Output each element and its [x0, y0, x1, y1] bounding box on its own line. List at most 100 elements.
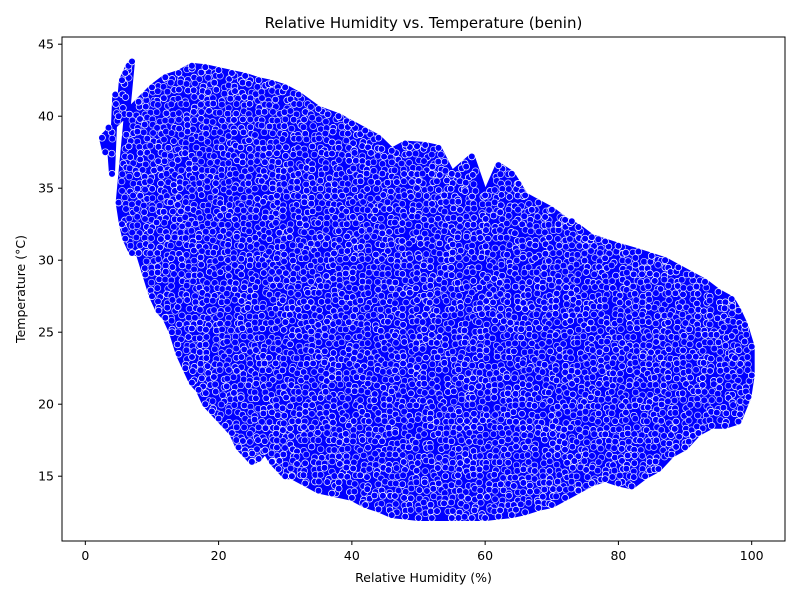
- data-point: [216, 268, 225, 276]
- data-point: [170, 270, 178, 278]
- data-point: [201, 400, 210, 408]
- data-point: [448, 240, 457, 249]
- data-point: [420, 379, 429, 388]
- data-point: [320, 358, 329, 367]
- data-point: [245, 173, 253, 181]
- data-point: [476, 234, 485, 242]
- data-point: [356, 352, 364, 360]
- data-point: [364, 379, 372, 388]
- data-point: [462, 255, 470, 263]
- data-point: [503, 373, 511, 382]
- data-point: [380, 344, 389, 353]
- data-point: [645, 332, 653, 340]
- data-point: [224, 305, 232, 313]
- data-point: [471, 187, 480, 195]
- data-point: [634, 247, 643, 256]
- data-point: [712, 331, 721, 339]
- data-point: [328, 373, 336, 382]
- data-point: [650, 303, 659, 312]
- data-point: [307, 277, 315, 286]
- data-point: [356, 263, 364, 271]
- data-point: [141, 90, 150, 99]
- data-point: [321, 164, 330, 173]
- data-point: [233, 206, 242, 214]
- data-point: [349, 426, 358, 434]
- data-point: [687, 306, 695, 315]
- data-point: [413, 212, 422, 221]
- data-point: [258, 177, 266, 185]
- data-point: [476, 492, 484, 501]
- data-point: [252, 346, 260, 354]
- data-point: [590, 270, 599, 279]
- data-point: [482, 463, 490, 472]
- data-point: [736, 367, 744, 375]
- data-point: [273, 443, 281, 452]
- data-point: [658, 333, 666, 342]
- data-point: [555, 278, 563, 286]
- data-point: [170, 223, 178, 231]
- data-point: [504, 450, 512, 459]
- data-point: [175, 297, 183, 305]
- data-point: [456, 303, 465, 311]
- data-point: [371, 437, 379, 446]
- data-point: [530, 402, 539, 410]
- data-point: [444, 325, 453, 333]
- data-point: [401, 139, 409, 148]
- data-point: [316, 471, 325, 479]
- data-point: [276, 281, 284, 290]
- data-point: [259, 409, 268, 418]
- data-point: [468, 192, 476, 201]
- data-point: [469, 338, 477, 346]
- data-point: [601, 254, 609, 263]
- data-point: [169, 207, 177, 216]
- data-point: [248, 458, 256, 466]
- data-point: [143, 134, 152, 143]
- data-point: [485, 370, 494, 378]
- data-point: [747, 371, 756, 380]
- data-point: [238, 158, 247, 167]
- data-point: [568, 241, 576, 250]
- data-point: [705, 320, 714, 329]
- data-point: [342, 136, 351, 145]
- data-point: [287, 124, 296, 133]
- data-point: [562, 283, 570, 292]
- data-point: [214, 414, 223, 423]
- data-point: [197, 68, 206, 77]
- data-point: [589, 324, 598, 333]
- data-point: [268, 79, 276, 87]
- data-point: [366, 130, 374, 139]
- data-point: [589, 359, 597, 367]
- data-point: [392, 500, 400, 508]
- data-point: [468, 288, 476, 297]
- data-point: [551, 310, 560, 318]
- data-point: [580, 457, 589, 465]
- data-point: [420, 261, 428, 270]
- data-point: [441, 457, 449, 465]
- data-point: [603, 354, 611, 362]
- data-point: [497, 437, 506, 446]
- data-point: [503, 282, 511, 291]
- data-point: [175, 109, 183, 117]
- data-point: [265, 235, 274, 244]
- data-point: [117, 177, 126, 186]
- data-point: [265, 380, 273, 389]
- data-point: [412, 305, 421, 313]
- data-point: [166, 198, 175, 207]
- data-point: [426, 256, 435, 265]
- data-point: [414, 355, 423, 364]
- data-point: [581, 310, 590, 318]
- data-point: [293, 264, 301, 273]
- data-point: [388, 158, 396, 167]
- data-point: [334, 264, 343, 273]
- data-point: [716, 348, 724, 356]
- data-point: [121, 93, 130, 101]
- data-point: [647, 252, 656, 260]
- data-point: [302, 221, 310, 230]
- data-point: [593, 466, 602, 475]
- data-point: [251, 131, 259, 139]
- data-point: [154, 255, 163, 263]
- data-point: [377, 292, 386, 300]
- data-point: [335, 452, 343, 461]
- data-point: [734, 346, 743, 354]
- data-point: [554, 235, 562, 243]
